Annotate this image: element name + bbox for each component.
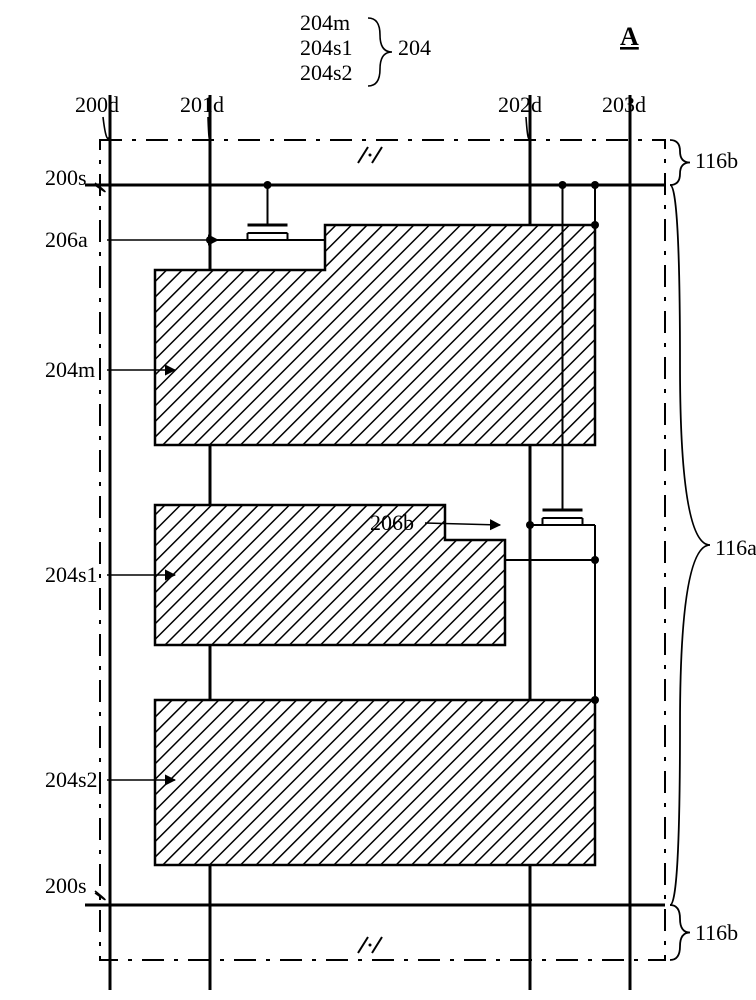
- label-200s-1: 200s: [45, 873, 87, 898]
- group204-result: 204: [398, 35, 431, 60]
- diagram-svg: A204m204s1204s2204200d201d202d203d200s20…: [0, 0, 756, 1000]
- label-201d: 201d: [180, 92, 224, 117]
- label-116b-brace-116b-top: 116b: [695, 148, 738, 173]
- label-203d: 203d: [602, 92, 646, 117]
- label-116a-brace-116a: 116a: [715, 535, 756, 560]
- group204-item-2: 204s2: [300, 60, 353, 85]
- label-206b: 206b: [370, 510, 414, 535]
- label-116b-brace-116b-bot: 116b: [695, 920, 738, 945]
- label-204s2: 204s2: [45, 767, 98, 792]
- label-202d: 202d: [498, 92, 542, 117]
- label-200d: 200d: [75, 92, 119, 117]
- group204-item-0: 204m: [300, 10, 350, 35]
- label-200s-0: 200s: [45, 165, 87, 190]
- label-204m: 204m: [45, 357, 95, 382]
- group204-item-1: 204s1: [300, 35, 353, 60]
- label-204s1: 204s1: [45, 562, 98, 587]
- figure-title: A: [620, 22, 639, 51]
- electrode-204s2: [155, 700, 595, 865]
- label-206a: 206a: [45, 227, 88, 252]
